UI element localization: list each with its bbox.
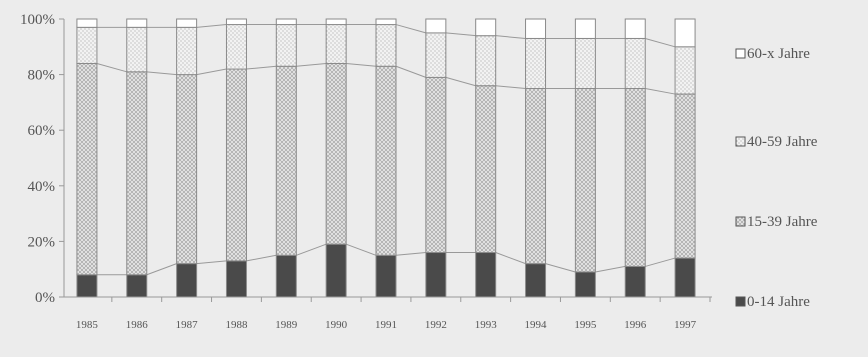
bar-segment — [624, 37, 646, 89]
legend-label: 40-59 Jahre — [747, 134, 818, 150]
bar-segment — [225, 68, 247, 262]
x-tick-label: 1986 — [126, 319, 149, 331]
bar-segment — [525, 37, 547, 89]
y-tick-label: 100% — [20, 12, 55, 28]
bar-segment — [375, 65, 397, 256]
bar-segment — [425, 252, 447, 298]
x-tick-label: 1988 — [225, 319, 248, 331]
bar-segment — [325, 24, 347, 64]
legend-swatch — [735, 296, 746, 307]
bar-segment — [624, 265, 646, 298]
bar-segment — [425, 32, 447, 78]
bar-segment — [674, 18, 696, 48]
bar-segment — [574, 37, 596, 89]
x-tick-label: 1992 — [425, 319, 447, 331]
y-tick-label: 80% — [28, 68, 56, 84]
y-tick-label: 20% — [28, 234, 56, 250]
y-tick-label: 40% — [28, 179, 56, 195]
bar-segment — [176, 263, 198, 298]
bar-segment — [574, 271, 596, 298]
bar-segment — [176, 26, 198, 76]
bar-segment — [126, 18, 148, 28]
bar-segment — [674, 257, 696, 298]
bar-segment — [525, 263, 547, 298]
bar-segment — [126, 26, 148, 73]
bar-segment — [76, 26, 98, 64]
legend-label: 15-39 Jahre — [747, 214, 818, 230]
bar-segment — [275, 254, 297, 298]
bar-segment — [475, 85, 497, 254]
bar-segment — [674, 46, 696, 95]
bar-segment — [76, 18, 98, 28]
bar-segment — [574, 18, 596, 39]
legend-swatch — [735, 136, 746, 147]
x-tick-label: 1989 — [275, 319, 298, 331]
bar-segment — [176, 18, 198, 28]
bar-segment — [325, 62, 347, 245]
legend-swatch — [735, 48, 746, 59]
bar-segment — [475, 252, 497, 298]
x-tick-label: 1995 — [574, 319, 597, 331]
bar-segment — [225, 18, 247, 26]
axes: 0% 20% 40% 60% 80% 100% 1985 1986 1987 1988 1989 19… — [20, 12, 712, 331]
bar-segment — [325, 243, 347, 298]
x-tick-label: 1985 — [76, 319, 99, 331]
bar-segment — [275, 18, 297, 26]
series-connector-line — [96, 24, 676, 48]
bar-segment — [624, 88, 646, 267]
bar-segment — [375, 18, 397, 26]
legend-label: 0-14 Jahre — [747, 294, 810, 310]
bar-segment — [525, 88, 547, 265]
bar-segment — [225, 24, 247, 70]
series-connector-line — [96, 62, 676, 95]
bar-segment — [674, 93, 696, 259]
bars — [76, 18, 696, 298]
series-connector-line — [96, 243, 676, 276]
bar-segment — [425, 76, 447, 254]
legend: 60-x Jahre 40-59 Jahre 15-39 Jahre 0-14 Jah… — [735, 46, 818, 310]
bar-segment — [76, 62, 98, 276]
bar-segment — [525, 18, 547, 39]
bar-segment — [375, 24, 397, 67]
bar-segment — [475, 18, 497, 37]
legend-label: 60-x Jahre — [747, 46, 810, 62]
bar-segment — [475, 35, 497, 87]
x-tick-label: 1997 — [674, 319, 697, 331]
legend-swatch — [735, 216, 746, 227]
x-tick-label: 1991 — [375, 319, 397, 331]
bar-segment — [126, 274, 148, 298]
y-tick-label: 60% — [28, 123, 56, 139]
x-tick-label: 1993 — [475, 319, 498, 331]
y-tick-label: 0% — [35, 290, 55, 306]
connecting-lines — [96, 24, 676, 276]
x-tick-label: 1994 — [525, 319, 548, 331]
bar-segment — [325, 18, 347, 26]
bar-segment — [425, 18, 447, 34]
bar-segment — [375, 254, 397, 298]
bar-segment — [275, 24, 297, 67]
bar-segment — [176, 74, 198, 265]
bar-segment — [574, 88, 596, 273]
bar-segment — [275, 65, 297, 256]
bar-segment — [76, 274, 98, 298]
bar-segment — [126, 71, 148, 276]
bar-segment — [225, 260, 247, 298]
bar-segment — [624, 18, 646, 39]
x-tick-label: 1987 — [176, 319, 199, 331]
x-tick-label: 1990 — [325, 319, 348, 331]
x-tick-label: 1996 — [624, 319, 647, 331]
